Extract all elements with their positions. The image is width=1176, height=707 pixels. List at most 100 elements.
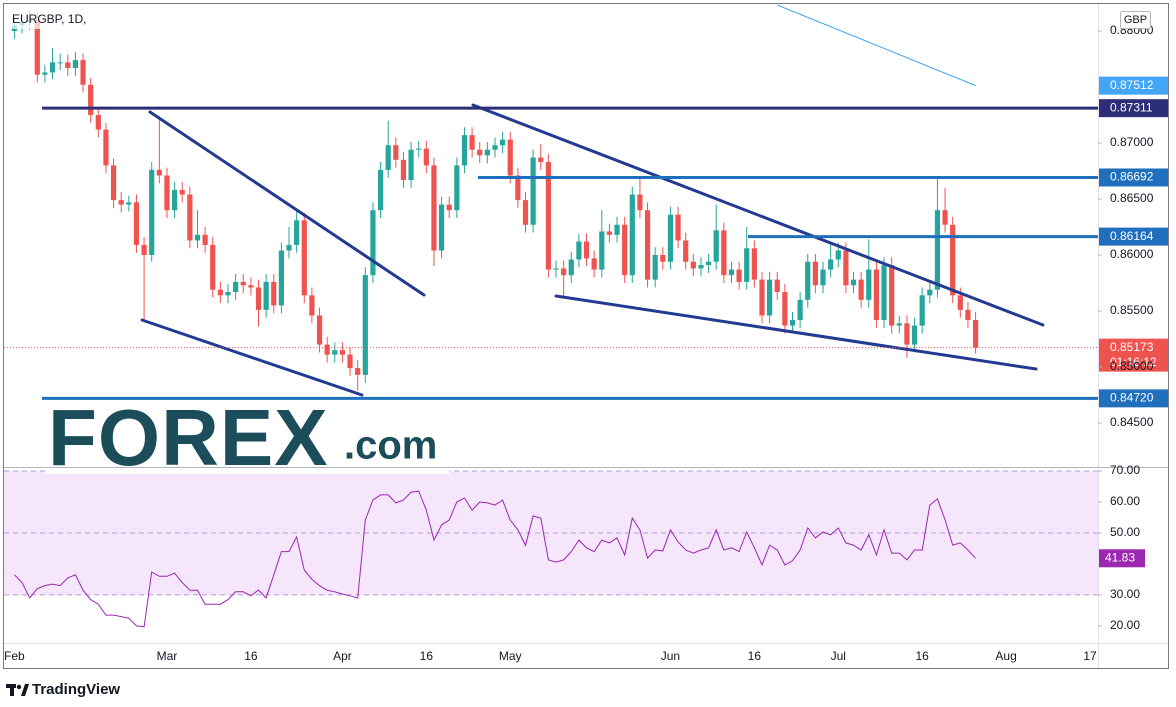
candle-body [553, 268, 559, 270]
candle-body [42, 72, 48, 75]
x-tick-label: Jul [831, 649, 846, 663]
candle-body [721, 230, 727, 276]
candle-body [614, 224, 620, 235]
candle-body [240, 281, 246, 286]
candle-body [644, 210, 651, 280]
y-tick-label: 0.86500 [1110, 191, 1154, 205]
candle-body [332, 350, 338, 355]
candle-body [751, 248, 757, 280]
candle-body [568, 259, 574, 276]
candle-body [660, 254, 666, 262]
candle-body [477, 149, 483, 156]
candle-body [416, 148, 422, 150]
candle-body [469, 135, 475, 150]
candle-body [377, 169, 384, 211]
candle-body [705, 261, 712, 266]
candle-body [896, 323, 902, 326]
rsi-tick-label: 60.00 [1110, 494, 1140, 508]
candle-body [431, 165, 437, 251]
candle-body [805, 261, 811, 300]
candle-body [225, 291, 231, 296]
candle-body [324, 344, 330, 355]
candle-body [881, 265, 887, 320]
level-label: 0.86164 [1110, 229, 1154, 243]
level-label-box [1099, 389, 1168, 408]
candle-body [507, 139, 513, 176]
footer-text: TradingView [32, 681, 120, 698]
candle-body [683, 240, 689, 262]
candle-body [690, 261, 696, 269]
candle-body [80, 60, 86, 85]
countdown: 01:16:12 [1110, 355, 1157, 369]
trend-line [148, 110, 426, 297]
candle-body [972, 319, 979, 348]
x-tick-label: 16 [915, 649, 929, 663]
candle-body [515, 175, 521, 201]
candle-body [103, 129, 109, 166]
candle-body [522, 200, 529, 225]
candle-body [408, 149, 414, 180]
logo-suffix: .com [344, 424, 437, 468]
candle-body [820, 269, 826, 286]
candle-body [850, 279, 857, 286]
candle-body [911, 325, 918, 345]
logo-background [45, 410, 449, 474]
currency-box [1120, 11, 1151, 29]
candle-body [255, 287, 262, 310]
trend-line [140, 318, 364, 397]
candle-body [599, 231, 605, 270]
rsi-value-label: 41.83 [1105, 550, 1135, 564]
trend-line [471, 103, 1045, 327]
y-tick-label: 0.85000 [1110, 359, 1154, 373]
candle-body [843, 250, 849, 286]
candle-body [126, 202, 132, 205]
last-price-label: 0.85173 [1110, 340, 1154, 354]
candle-body [759, 279, 765, 316]
rsi-tick-label: 50.00 [1110, 525, 1140, 539]
chart-title: EURGBP, 1D, [12, 12, 86, 26]
candle-body [889, 265, 895, 326]
candle-body [217, 289, 223, 296]
candle-body [950, 224, 956, 296]
ma-label-box [1099, 76, 1168, 95]
candle-body [393, 145, 399, 160]
level-label: 0.84720 [1110, 391, 1154, 405]
footer-logo: TradingView [6, 681, 120, 698]
candle-body [309, 295, 315, 316]
x-tick-label: Apr [333, 649, 352, 663]
x-tick-label: Aug [995, 649, 1016, 663]
candle-body [278, 250, 284, 306]
candle-body [576, 241, 582, 260]
candle-body [370, 210, 376, 276]
candle-body [652, 254, 658, 280]
candle-body [347, 354, 353, 369]
candle-body [194, 234, 201, 241]
candle-body [141, 244, 147, 255]
candle-body [400, 159, 407, 180]
candle-body [873, 269, 880, 320]
x-tick-label: May [499, 649, 522, 663]
rsi-pane [4, 470, 1098, 628]
candle-body [561, 268, 567, 276]
candle-body [57, 62, 63, 64]
x-tick-label: 16 [748, 649, 762, 663]
candle-body [904, 323, 910, 345]
candle-body [156, 169, 162, 176]
candle-body [606, 231, 613, 235]
candle-body [179, 190, 185, 195]
candle-body [263, 281, 269, 310]
candle-body [454, 165, 460, 211]
axes: Feb Mar 16 Apr 16 May Jun 16 Jul 16 Aug 17 0.84500 0.… [4, 23, 1154, 663]
rsi-tick-label: 30.00 [1110, 587, 1140, 601]
candle-body [484, 149, 490, 156]
candle-body [622, 224, 628, 276]
title-background [8, 11, 90, 29]
candle-body [355, 368, 361, 375]
level-label-box [1099, 99, 1168, 118]
candle-body [545, 162, 551, 270]
x-tick-label: 16 [244, 649, 258, 663]
candle-body [858, 279, 864, 300]
candle-body [438, 204, 445, 251]
